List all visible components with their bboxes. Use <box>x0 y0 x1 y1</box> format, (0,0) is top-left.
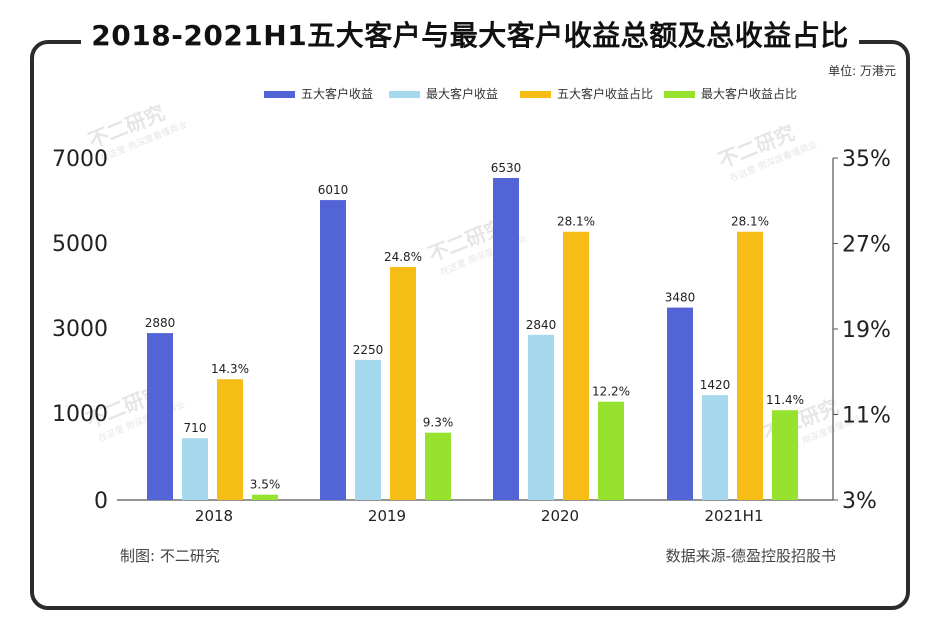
footer-source: 数据来源-德盈控股招股书 <box>666 547 836 565</box>
legend-label: 最大客户收益占比 <box>701 86 797 101</box>
left-tick-label: 0 <box>94 489 108 514</box>
chart-title: 2018-2021H1五大客户与最大客户收益总额及总收益占比 <box>0 14 940 54</box>
bar <box>182 438 208 500</box>
bar <box>563 231 589 500</box>
bar <box>147 333 173 500</box>
chart-title-text: 2018-2021H1五大客户与最大客户收益总额及总收益占比 <box>81 19 859 52</box>
data-label: 9.3% <box>423 416 454 430</box>
left-tick-label: 3000 <box>52 317 108 342</box>
bar <box>252 494 278 500</box>
data-label: 3.5% <box>250 478 281 492</box>
legend-swatch <box>389 91 420 98</box>
bar <box>320 200 346 500</box>
bar <box>528 334 554 500</box>
bar <box>702 395 728 500</box>
legend-swatch <box>264 91 295 98</box>
bar <box>425 432 451 500</box>
right-tick-label: 3% <box>842 489 877 514</box>
bar <box>772 410 798 500</box>
right-tick-label: 19% <box>842 318 891 343</box>
legend-label: 五大客户收益 <box>301 86 373 101</box>
bar <box>667 307 693 500</box>
x-tick-label: 2019 <box>368 507 406 525</box>
legend-label: 五大客户收益占比 <box>557 86 653 101</box>
bar <box>217 379 243 500</box>
bar <box>598 401 624 500</box>
data-label: 11.4% <box>766 393 804 407</box>
left-tick-label: 5000 <box>52 232 108 257</box>
right-tick-label: 35% <box>842 147 891 172</box>
footer-credit: 制图: 不二研究 <box>120 547 220 565</box>
right-tick-label: 27% <box>842 233 891 258</box>
legend-swatch <box>520 91 551 98</box>
data-label: 6010 <box>318 183 349 197</box>
bar <box>493 177 519 500</box>
data-label: 2250 <box>353 343 384 357</box>
left-tick-label: 7000 <box>52 147 108 172</box>
data-label: 710 <box>184 421 207 435</box>
bar <box>355 359 381 500</box>
data-label: 3480 <box>665 291 696 305</box>
data-label: 28.1% <box>731 215 769 229</box>
data-label: 2880 <box>145 316 176 330</box>
legend-swatch <box>664 91 695 98</box>
data-label: 12.2% <box>592 385 630 399</box>
legend-label: 最大客户收益 <box>426 86 498 101</box>
left-tick-label: 1000 <box>52 402 108 427</box>
x-tick-label: 2020 <box>541 507 579 525</box>
right-tick-label: 11% <box>842 404 891 429</box>
data-label: 28.1% <box>557 215 595 229</box>
data-label: 24.8% <box>384 250 422 264</box>
x-tick-label: 2021H1 <box>705 507 764 525</box>
data-label: 14.3% <box>211 362 249 376</box>
data-label: 2840 <box>526 318 557 332</box>
bar <box>737 231 763 500</box>
x-tick-label: 2018 <box>195 507 233 525</box>
unit-label: 单位: 万港元 <box>828 63 896 78</box>
data-label: 1420 <box>700 378 731 392</box>
data-label: 6530 <box>491 161 522 175</box>
bar <box>390 267 416 500</box>
